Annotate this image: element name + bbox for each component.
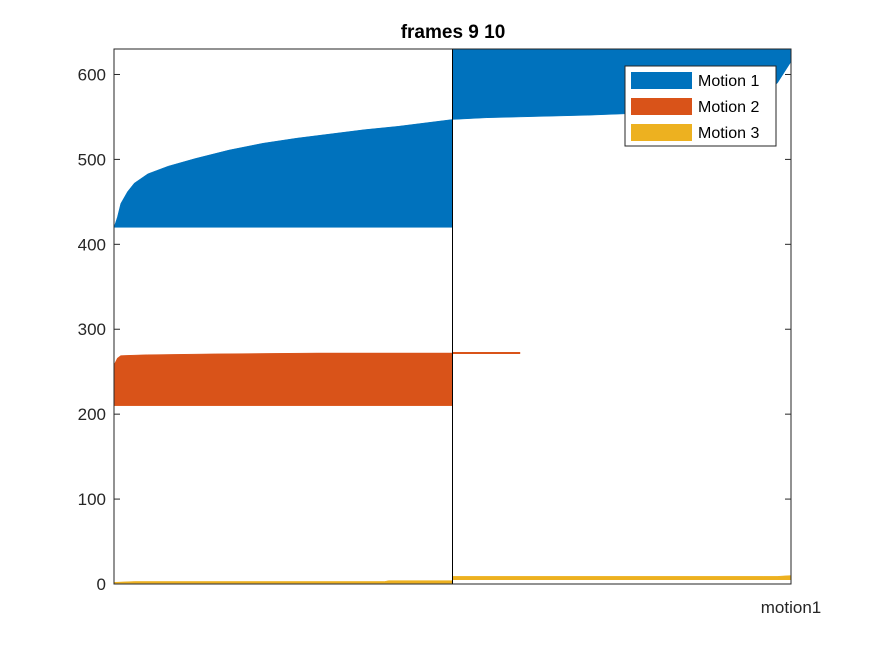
y-tick-label-600: 600: [78, 65, 106, 84]
axes-frame: [113, 48, 792, 585]
legend-label-motion-3: Motion 3: [698, 125, 759, 142]
legend: Motion 1 Motion 2 Motion 3: [624, 65, 777, 147]
chart-title: frames 9 10: [401, 22, 506, 43]
y-tick-label-0: 0: [97, 575, 106, 594]
area-motion-2-segment-1: [113, 352, 453, 406]
legend-swatch-motion-2: [631, 98, 692, 115]
y-tick-label-500: 500: [78, 150, 106, 169]
y-tick-label-300: 300: [78, 320, 106, 339]
y-axis: 0 100 200 300 400 500 600: [78, 65, 791, 594]
legend-swatch-motion-3: [631, 124, 692, 141]
legend-swatch-motion-1: [631, 72, 692, 89]
x-axis-label: motion1: [761, 598, 821, 617]
y-tick-label-200: 200: [78, 405, 106, 424]
area-motion-1-segment-1: [113, 119, 453, 228]
legend-label-motion-2: Motion 2: [698, 99, 759, 116]
area-motion-3-segment-1: [113, 580, 453, 584]
area-motion-3-segment-2: [452, 575, 792, 581]
legend-label-motion-1: Motion 1: [698, 73, 759, 90]
y-tick-label-100: 100: [78, 490, 106, 509]
axes-box: [113, 48, 792, 585]
y-tick-label-400: 400: [78, 235, 106, 254]
